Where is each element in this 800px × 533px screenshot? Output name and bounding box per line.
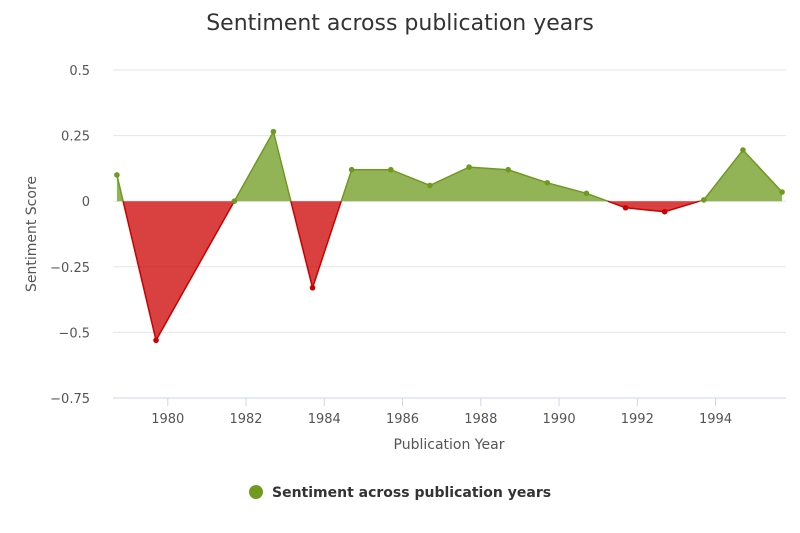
- x-tick-label: 1992: [621, 412, 654, 427]
- series-lines: [116, 129, 783, 343]
- y-axis-title: Sentiment Score: [24, 176, 40, 292]
- legend-label[interactable]: Sentiment across publication years: [272, 485, 551, 501]
- data-points: [114, 128, 785, 344]
- y-tick-label: −0.75: [50, 392, 90, 407]
- x-tick-label: 1984: [308, 412, 341, 427]
- y-tick-label: 0.25: [61, 130, 90, 145]
- y-tick-label: 0.5: [69, 64, 90, 79]
- data-point: [153, 337, 159, 344]
- data-point: [583, 190, 590, 197]
- y-tick-labels: 0.5 0.25 0 −0.25 −0.5 −0.75: [50, 64, 90, 407]
- negative-area: [123, 201, 235, 341]
- y-tick-label: −0.25: [50, 261, 90, 276]
- x-tick-label: 1988: [464, 412, 497, 427]
- positive-line: [116, 174, 124, 202]
- area-fills: [116, 131, 783, 341]
- data-point: [544, 180, 551, 186]
- data-point: [701, 197, 707, 203]
- data-point: [309, 284, 316, 291]
- x-tick-label: 1994: [699, 412, 732, 427]
- data-point: [740, 147, 746, 153]
- data-point: [270, 128, 277, 135]
- data-point: [779, 189, 785, 195]
- negative-area: [290, 201, 342, 288]
- data-point: [466, 164, 472, 170]
- negative-line: [607, 200, 700, 213]
- data-point: [505, 166, 511, 173]
- positive-area: [341, 167, 608, 202]
- x-tick-label: 1986: [386, 412, 419, 427]
- y-tick-label: 0: [82, 195, 90, 210]
- x-tick-label: 1982: [229, 412, 262, 427]
- data-point: [622, 204, 629, 211]
- data-point: [231, 198, 238, 204]
- positive-area: [234, 131, 291, 202]
- x-axis: [113, 397, 786, 406]
- x-tick-label: 1980: [151, 412, 184, 427]
- x-axis-title: Publication Year: [394, 437, 505, 453]
- legend-marker[interactable]: [249, 485, 263, 499]
- x-tick-labels: 1980 1982 1984 1986 1988 1990 1992 1994: [151, 412, 732, 427]
- positive-area: [699, 150, 783, 202]
- data-point: [427, 182, 433, 189]
- data-point: [114, 172, 120, 178]
- x-tick-label: 1990: [543, 412, 576, 427]
- data-point: [661, 208, 668, 215]
- legend[interactable]: Sentiment across publication years: [249, 485, 551, 501]
- chart-title: Sentiment across publication years: [206, 11, 594, 36]
- data-point: [348, 166, 355, 173]
- data-point: [388, 166, 394, 173]
- negative-area: [607, 201, 700, 212]
- y-tick-label: −0.5: [58, 326, 90, 341]
